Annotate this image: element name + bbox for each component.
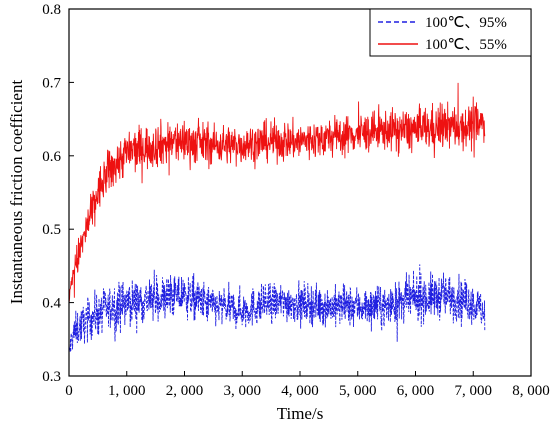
- y-axis-title: Instantaneous friction coefficient: [7, 80, 26, 305]
- series-layer: [68, 82, 486, 352]
- series-line-1: [68, 82, 486, 302]
- legend-label-55: 100℃、55%: [425, 37, 507, 53]
- x-tick-label: 7, 000: [455, 383, 493, 399]
- x-axis-title: Time/s: [277, 404, 324, 423]
- y-tick-label: 0.4: [42, 296, 61, 312]
- y-tick-label: 0.8: [42, 2, 61, 18]
- x-tick-label: 8, 000: [512, 383, 550, 399]
- legend-label-95: 100℃、95%: [425, 15, 507, 31]
- legend-frame: [369, 8, 532, 57]
- legend: 100℃、95% 100℃、55%: [369, 8, 532, 57]
- x-tick-label: 3, 000: [224, 383, 262, 399]
- x-tick-label: 1, 000: [108, 383, 146, 399]
- series-line-0: [68, 264, 486, 352]
- y-tick-label: 0.5: [42, 222, 61, 238]
- x-tick-label: 6, 000: [397, 383, 435, 399]
- y-tick-label: 0.3: [42, 369, 61, 385]
- x-tick-label: 5, 000: [339, 383, 377, 399]
- x-tick-label: 4, 000: [281, 383, 319, 399]
- x-tick-label: 0: [65, 383, 73, 399]
- y-tick-label: 0.7: [42, 75, 61, 91]
- x-tick-label: 2, 000: [166, 383, 204, 399]
- y-tick-label: 0.6: [42, 149, 61, 165]
- ticks-layer: 0 1, 000 2, 000 3, 000 4, 000 5, 000 6, 000 7, …: [42, 2, 550, 399]
